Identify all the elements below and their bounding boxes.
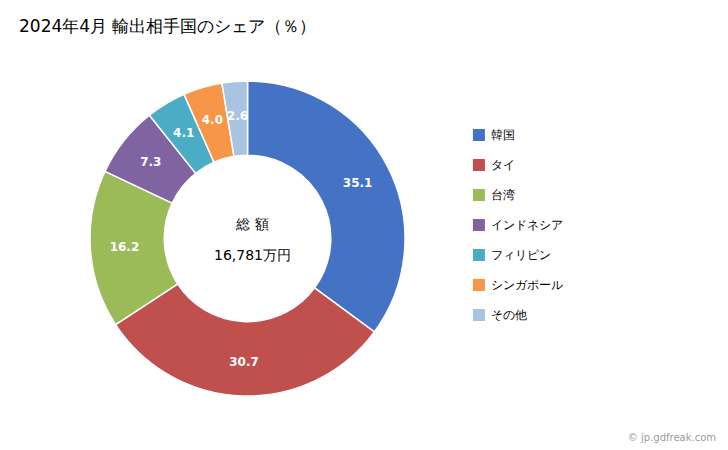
svg-text:インドネシア: インドネシア — [491, 218, 563, 232]
svg-text:35.1: 35.1 — [343, 176, 373, 190]
svg-text:4.0: 4.0 — [202, 113, 223, 127]
svg-text:16.2: 16.2 — [110, 240, 140, 254]
svg-text:タイ: タイ — [491, 158, 515, 172]
svg-text:4.1: 4.1 — [173, 126, 194, 140]
svg-text:30.7: 30.7 — [229, 355, 259, 369]
svg-text:その他: その他 — [491, 308, 527, 322]
svg-text:2.6: 2.6 — [227, 109, 248, 123]
svg-text:7.3: 7.3 — [140, 155, 161, 169]
svg-text:2024年4月 輸出相手国のシェア（％）: 2024年4月 輸出相手国のシェア（％） — [19, 16, 316, 36]
svg-text:フィリピン: フィリピン — [491, 248, 551, 262]
svg-text:16,781万円: 16,781万円 — [214, 247, 291, 263]
svg-text:台湾: 台湾 — [491, 188, 515, 202]
svg-text:総 額: 総 額 — [235, 216, 268, 232]
svg-text:© jp.gdfreak.com: © jp.gdfreak.com — [628, 432, 716, 443]
svg-text:シンガポール: シンガポール — [491, 278, 563, 292]
svg-text:韓国: 韓国 — [491, 128, 515, 142]
